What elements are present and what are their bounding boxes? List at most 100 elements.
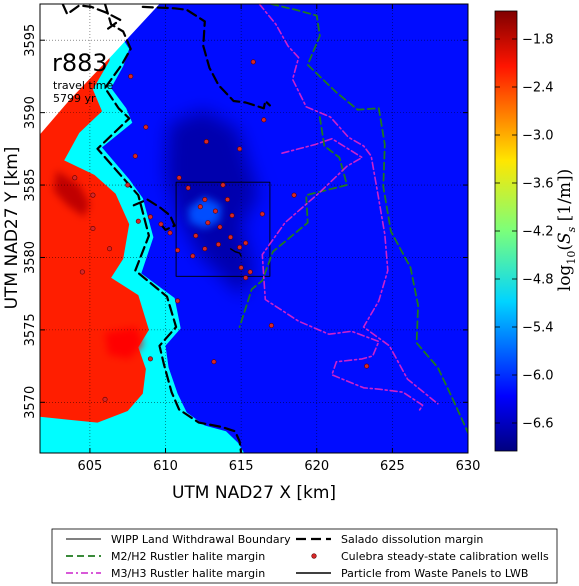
calibration-well-marker: [128, 73, 134, 79]
calibration-well-marker: [175, 298, 181, 304]
calibration-well-marker: [90, 192, 96, 198]
x-tick-label: 605: [77, 459, 102, 474]
calibration-well-marker: [220, 182, 226, 188]
colorbar-label: log10(Ss [1/m]): [555, 169, 578, 291]
calibration-well-marker: [167, 230, 173, 236]
legend: WIPP Land Withdrawal Boundary Salado diss…: [51, 528, 558, 584]
calibration-well-marker: [132, 153, 138, 159]
calibration-well-marker: [215, 241, 221, 247]
colorbar-tick-label: −4.2: [522, 225, 554, 240]
calibration-well-marker: [243, 275, 249, 281]
y-axis-ticks: 3570 3575 3580 3585 3590 3595: [23, 24, 468, 419]
legend-label-wipp-land-withdrawal-boundary: WIPP Land Withdrawal Boundary: [111, 533, 291, 546]
travel-time-label: travel time: [53, 79, 113, 92]
series-m2-h2-rustler-halite-margin: [270, 4, 468, 434]
calibration-well-marker: [228, 234, 234, 240]
calibration-well-marker: [90, 226, 96, 232]
calibration-well-marker: [185, 185, 191, 191]
plot-area: 605 610 615 620 625 630 357035753580358535903…: [23, 3, 481, 474]
y-tick-label: 3595: [23, 24, 38, 57]
x-axis-label: UTM NAD27 X [km]: [172, 483, 336, 503]
calibration-well-marker: [135, 218, 141, 224]
x-tick-label: 630: [456, 459, 481, 474]
wells-layer: [72, 59, 370, 402]
legend-label-culebra-steady-state-calibration-wells: Culebra steady-state calibration wells: [341, 550, 549, 563]
colorbar: −1.8 −2.4 −3.0 −3.6 −4.2 −4.8 −5.4 −6.0 −6.6 log…: [494, 10, 578, 452]
colorbar-tick-label: −5.4: [522, 321, 554, 336]
series-layer: [61, 4, 468, 453]
colorbar-tick-label: −4.8: [522, 273, 554, 288]
calibration-well-marker: [102, 396, 108, 402]
calibration-well-marker: [190, 253, 196, 259]
legend-swatch-culebra-steady-state-calibration-wells: [311, 553, 317, 559]
calibration-well-marker: [107, 246, 113, 252]
calibration-well-marker: [229, 212, 235, 218]
calibration-well-marker: [225, 197, 231, 203]
y-tick-label: 3570: [23, 386, 38, 419]
colorbar-tick-label: −3.0: [522, 129, 554, 144]
calibration-well-marker: [176, 175, 182, 181]
calibration-well-marker: [205, 220, 211, 226]
calibration-well-marker: [197, 204, 203, 210]
colorbar-tick-label: −3.6: [522, 177, 554, 192]
legend-label-m2-h2-rustler-halite-margin: M2/H2 Rustler halite margin: [111, 550, 265, 563]
calibration-well-marker: [212, 208, 218, 214]
calibration-well-marker: [247, 269, 253, 275]
y-tick-label: 3590: [23, 96, 38, 129]
calibration-well-marker: [203, 139, 209, 145]
peak-region: [53, 170, 90, 217]
calibration-well-marker: [193, 233, 199, 239]
calibration-well-marker: [143, 124, 149, 130]
series-particle-from-waste-panels-to-lwb: [229, 248, 242, 257]
series-salado-dissolution-margin-west: [61, 4, 122, 30]
legend-items: WIPP Land Withdrawal Boundary Salado diss…: [66, 533, 549, 580]
series-m2-h2-rustler-halite-margin-inner: [238, 116, 348, 328]
x-tick-label: 610: [153, 459, 178, 474]
colorbar-tick-label: −6.0: [522, 369, 554, 384]
calibration-well-marker: [259, 211, 265, 217]
series-salado-dissolution-margin-lobe: [132, 198, 176, 231]
y-axis-label: UTM NAD27 Y [km]: [2, 147, 22, 310]
calibration-well-marker: [211, 359, 217, 365]
x-tick-label: 620: [304, 459, 329, 474]
moderate-patch: [188, 196, 222, 229]
colorbar-tick-label: −6.6: [522, 417, 554, 432]
calibration-well-marker: [364, 363, 370, 369]
calibration-well-marker: [125, 182, 131, 188]
calibration-well-marker: [72, 175, 78, 181]
legend-label-salado-dissolution-margin: Salado dissolution margin: [341, 533, 483, 546]
legend-label-particle-from-waste-panels-to-lwb: Particle from Waste Panels to LWB: [341, 567, 528, 580]
calibration-well-marker: [202, 197, 208, 203]
calibration-well-marker: [261, 117, 267, 123]
calibration-well-marker: [238, 265, 244, 271]
series-salado-dissolution-margin: [96, 4, 243, 453]
colorbar-tick-label: −2.4: [522, 81, 554, 96]
series-salado-dissolution-margin-north: [141, 5, 271, 110]
calibration-well-marker: [268, 323, 274, 329]
legend-label-m3-h3-rustler-halite-margin: M3/H3 Rustler halite margin: [111, 567, 265, 580]
calibration-well-marker: [243, 240, 249, 246]
series-m3-h3-rustler-halite-margin: [258, 4, 439, 405]
series-m3-h3-rustler-halite-margin-inner: [261, 137, 424, 414]
peak-region-south: [105, 327, 143, 359]
y-tick-label: 3575: [23, 313, 38, 346]
x-tick-label: 615: [229, 459, 254, 474]
run-label: r883: [52, 49, 108, 77]
y-tick-label: 3585: [23, 169, 38, 202]
calibration-well-marker: [237, 244, 243, 250]
calibration-well-marker: [291, 192, 297, 198]
calibration-well-marker: [158, 221, 164, 227]
y-tick-label: 3580: [23, 241, 38, 274]
calibration-well-marker: [175, 247, 181, 253]
colorbar-ticks: −1.8 −2.4 −3.0 −3.6 −4.2 −4.8 −5.4 −6.0 −6.6: [495, 33, 554, 432]
x-tick-label: 625: [380, 459, 405, 474]
series-wipp-land-withdrawal-boundary: [175, 181, 271, 277]
calibration-well-marker: [202, 246, 208, 252]
calibration-well-marker: [147, 214, 153, 220]
calibration-well-marker: [217, 224, 223, 230]
travel-time-value: 5799 yr: [53, 92, 96, 105]
colorbar-tick-label: −1.8: [522, 33, 554, 48]
calibration-well-marker: [147, 356, 153, 362]
plot-frame: [39, 3, 469, 454]
no-data-region: [40, 4, 160, 135]
